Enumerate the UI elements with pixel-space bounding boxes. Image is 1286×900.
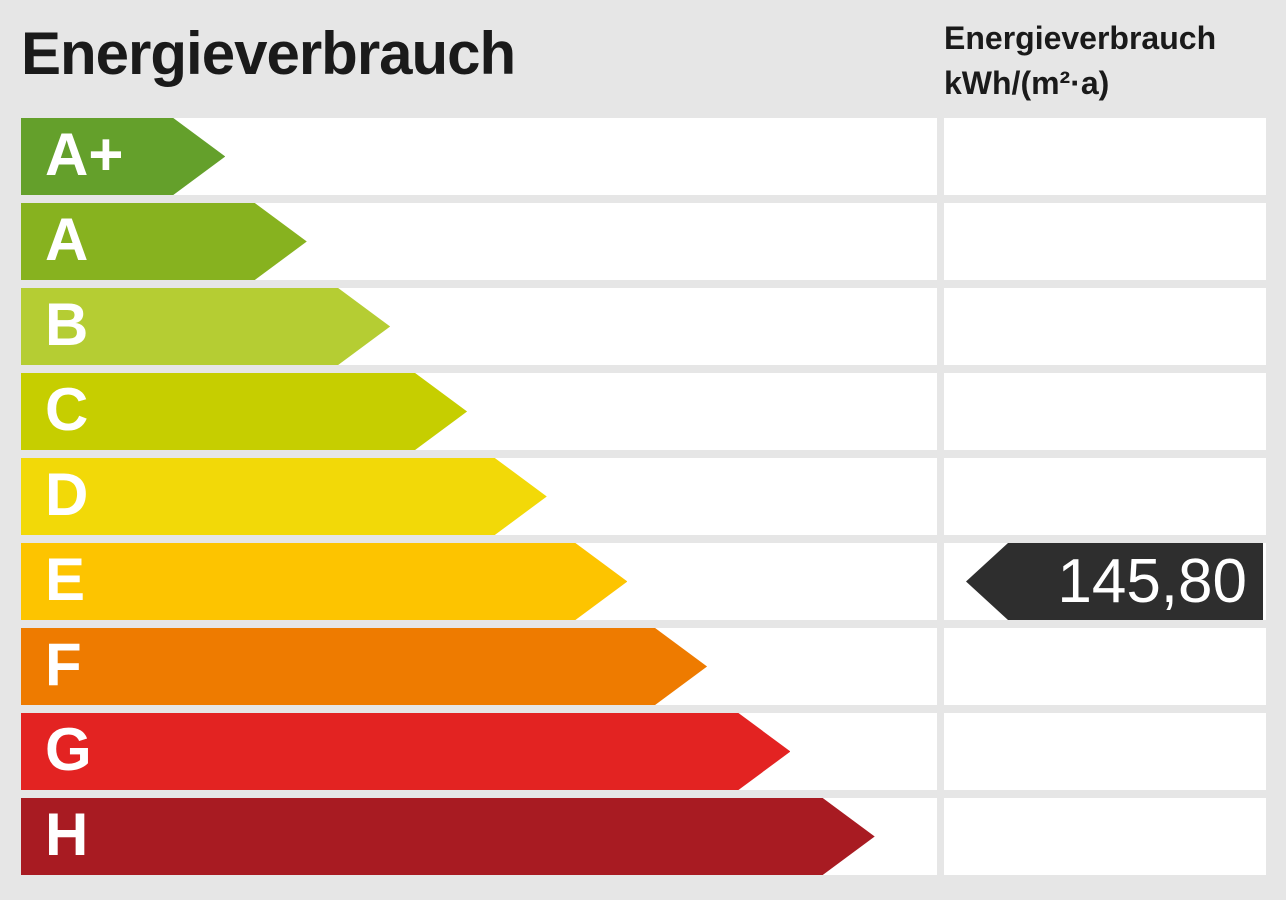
- scale-row: D: [21, 458, 1266, 535]
- grade-letter: C: [45, 375, 89, 443]
- grade-bar-c: C: [21, 373, 467, 450]
- scale-row: E 145,80: [21, 543, 1266, 620]
- grade-letter: A: [45, 205, 89, 273]
- scale-row: F: [21, 628, 1266, 705]
- grade-letter: E: [45, 545, 86, 613]
- grade-bar-h: H: [21, 798, 875, 875]
- grade-letter: H: [45, 800, 89, 868]
- value-cell: [944, 118, 1266, 195]
- value-badge: 145,80: [966, 543, 1263, 620]
- scale-row: B: [21, 288, 1266, 365]
- value-cell: [944, 203, 1266, 280]
- scale-row: H: [21, 798, 1266, 875]
- value-cell: [944, 628, 1266, 705]
- unit-label-heading: Energieverbrauch: [944, 20, 1217, 56]
- grade-letter: D: [45, 460, 89, 528]
- unit-label: Energieverbrauch kWh/(m²·a): [944, 16, 1268, 107]
- scale-row: C: [21, 373, 1266, 450]
- bar-track: F: [21, 628, 937, 705]
- grade-letter: F: [45, 630, 82, 698]
- grade-bar-d: D: [21, 458, 547, 535]
- bar-track: D: [21, 458, 937, 535]
- grade-bar-a: A: [21, 203, 307, 280]
- grade-letter: A+: [45, 120, 124, 188]
- bar-track: H: [21, 798, 937, 875]
- unit-label-sub: kWh/(m²·a): [944, 65, 1110, 102]
- value-cell: [944, 798, 1266, 875]
- bar-track: G: [21, 713, 937, 790]
- grade-letter: B: [45, 290, 89, 358]
- value-cell: [944, 288, 1266, 365]
- header: Energieverbrauch Energieverbrauch kWh/(m…: [0, 0, 1286, 118]
- bar-track: A: [21, 203, 937, 280]
- value-cell: [944, 458, 1266, 535]
- bar-track: A+: [21, 118, 937, 195]
- grade-bar-e: E: [21, 543, 627, 620]
- value-cell: [944, 373, 1266, 450]
- grade-bar-g: G: [21, 713, 790, 790]
- bar-track: C: [21, 373, 937, 450]
- scale-row: A+: [21, 118, 1266, 195]
- scale-row: A: [21, 203, 1266, 280]
- grade-bar-a-plus: A+: [21, 118, 225, 195]
- value-text: 145,80: [1057, 546, 1247, 616]
- bar-track: B: [21, 288, 937, 365]
- page-title: Energieverbrauch: [21, 20, 516, 87]
- scale-rows: A+ A B: [21, 118, 1266, 875]
- scale-row: G: [21, 713, 1266, 790]
- value-cell: 145,80: [944, 543, 1266, 620]
- grade-bar-b: B: [21, 288, 390, 365]
- grade-bar-f: F: [21, 628, 707, 705]
- grade-letter: G: [45, 715, 92, 783]
- bar-track: E: [21, 543, 937, 620]
- value-cell: [944, 713, 1266, 790]
